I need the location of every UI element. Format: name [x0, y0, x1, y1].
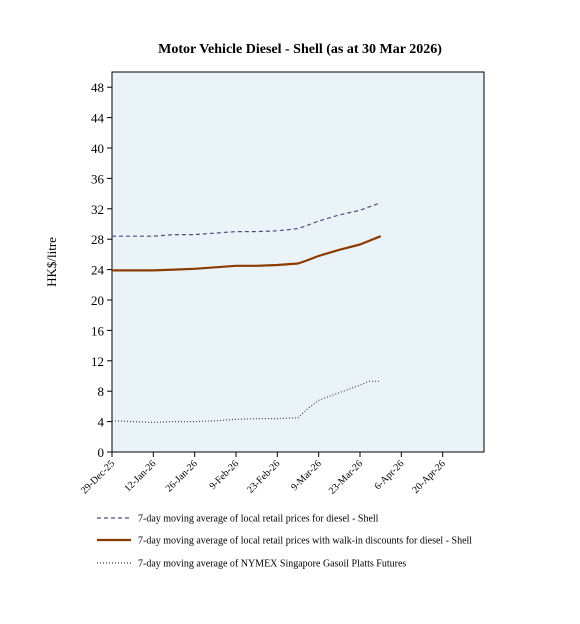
legend-label-2: 7-day moving average of local retail pri… [138, 536, 472, 547]
legend-label-1: 7-day moving average of local retail pri… [138, 514, 379, 525]
y-tick-label: 36 [91, 171, 105, 186]
y-tick-label: 20 [91, 293, 104, 308]
y-tick-label: 40 [91, 141, 104, 156]
x-tick-label: 20-Apr-26 [410, 458, 447, 495]
y-tick-label: 12 [91, 354, 104, 369]
y-tick-label: 0 [98, 445, 105, 460]
y-tick-label: 32 [91, 202, 104, 217]
series-group [111, 202, 382, 423]
x-tick-label: 29-Dec-25 [79, 458, 117, 496]
x-tick-label: 9-Mar-26 [289, 458, 324, 493]
legend: 7-day moving average of local retail pri… [97, 514, 472, 570]
y-axis-label: HK$/litre [44, 237, 59, 287]
series-line-2 [112, 235, 382, 272]
chart-title: Motor Vehicle Diesel - Shell (as at 30 M… [158, 42, 442, 57]
x-tick-label: 9-Feb-26 [207, 458, 241, 492]
x-tick-label: 23-Mar-26 [327, 458, 365, 496]
x-tick-label: 6-Apr-26 [373, 458, 407, 492]
x-axis: 29-Dec-25 12-Jan-26 26-Jan-26 9-Feb-26 23-Fe… [79, 452, 448, 497]
y-tick-label: 16 [91, 323, 105, 338]
y-tick-label: 4 [98, 415, 105, 430]
y-tick-label: 44 [91, 111, 105, 126]
x-tick-label: 12-Jan-26 [122, 458, 158, 494]
y-tick-label: 24 [91, 263, 105, 278]
x-tick-label: 26-Jan-26 [164, 458, 200, 494]
y-tick-label: 28 [91, 232, 104, 247]
x-tick-label: 23-Feb-26 [245, 458, 282, 495]
plot-area [111, 71, 485, 453]
series-line-3 [111, 380, 381, 423]
y-tick-label: 48 [91, 80, 104, 95]
y-tick-label: 8 [98, 384, 105, 399]
legend-label-3: 7-day moving average of NYMEX Singapore … [138, 559, 406, 570]
